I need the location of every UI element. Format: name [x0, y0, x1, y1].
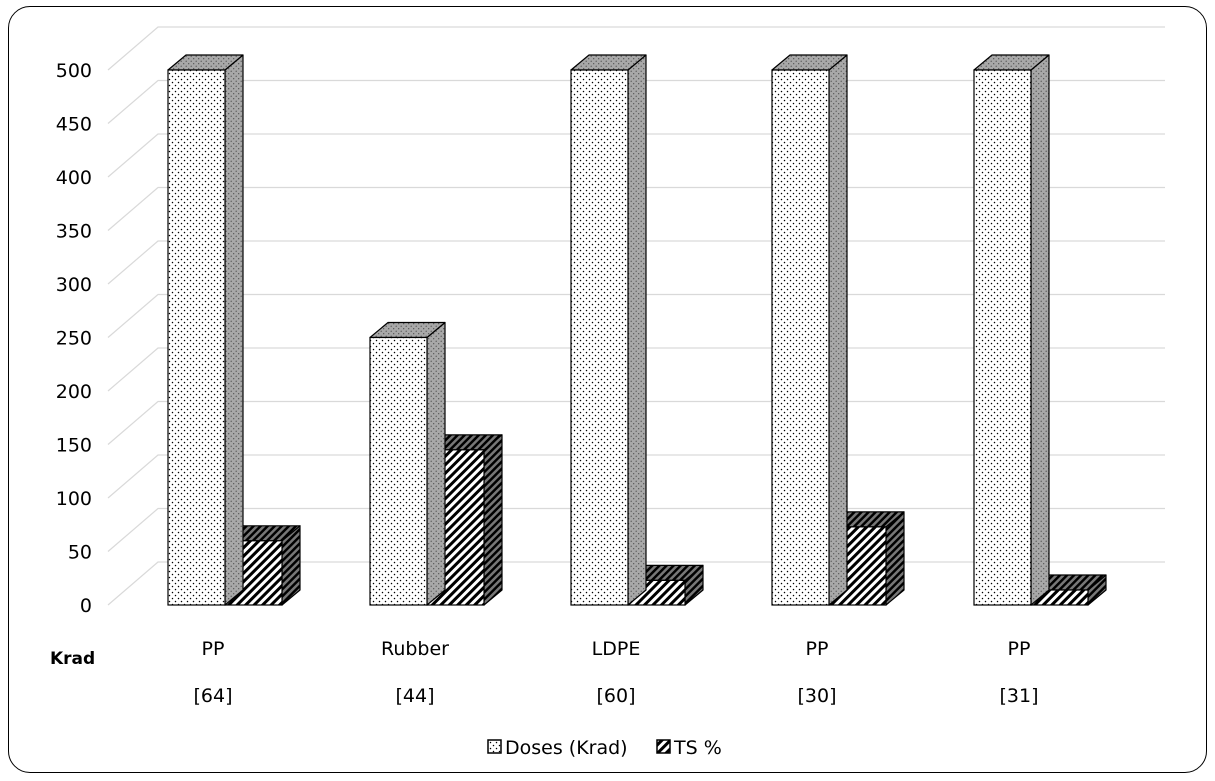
grid-line	[107, 26, 1165, 71]
y-tick-label: 500	[56, 60, 92, 82]
y-tick-label: 350	[56, 221, 92, 243]
legend: Doses (Krad) TS %	[487, 737, 722, 759]
bar-front	[973, 69, 1032, 606]
bar-front	[167, 69, 226, 606]
bars	[167, 54, 1107, 606]
bar-doses	[570, 54, 647, 606]
category-label: Rubber	[381, 638, 449, 660]
y-tick-label: 400	[56, 167, 92, 189]
category-ref-label: [31]	[999, 685, 1038, 707]
legend-label: TS %	[673, 737, 722, 759]
category-ref-label: [64]	[193, 685, 232, 707]
bar-side	[1030, 54, 1050, 606]
category-ref-label: [44]	[395, 685, 434, 707]
bar-front	[570, 69, 629, 606]
legend-swatch	[656, 739, 671, 754]
y-unit-label: Krad	[50, 649, 95, 669]
category-label: LDPE	[592, 638, 641, 660]
y-tick-label: 300	[56, 274, 92, 296]
x-axis-categories: PP [64] Rubber [44] LDPE [60] PP [30] PP [31]	[193, 638, 1038, 707]
y-tick-label: 200	[56, 381, 92, 403]
bar-front	[369, 336, 428, 606]
y-axis: 0 50 100 150 200 250 300 350 400 450 500 Krad	[50, 60, 95, 669]
category-label: PP	[806, 638, 829, 660]
category-ref-label: [30]	[797, 685, 836, 707]
bar-doses	[771, 54, 848, 606]
bar-side	[627, 54, 647, 606]
bar-side	[885, 511, 905, 606]
y-tick-label: 250	[56, 328, 92, 350]
bar-side	[426, 321, 446, 606]
y-tick-label: 150	[56, 435, 92, 457]
bar-doses	[973, 54, 1050, 606]
bar-doses	[167, 54, 244, 606]
bar-front	[771, 69, 830, 606]
bar-side	[483, 434, 503, 606]
category-ref-label: [60]	[596, 685, 635, 707]
bar-side	[828, 54, 848, 606]
legend-swatch	[487, 739, 502, 754]
category-label: PP	[202, 638, 225, 660]
bar-side	[224, 54, 244, 606]
y-tick-label: 0	[80, 595, 92, 617]
y-tick-label: 450	[56, 114, 92, 136]
y-tick-label: 50	[68, 542, 92, 564]
category-label: PP	[1008, 638, 1031, 660]
legend-label: Doses (Krad)	[505, 737, 628, 759]
bar-doses	[369, 321, 446, 606]
y-tick-label: 100	[56, 488, 92, 510]
